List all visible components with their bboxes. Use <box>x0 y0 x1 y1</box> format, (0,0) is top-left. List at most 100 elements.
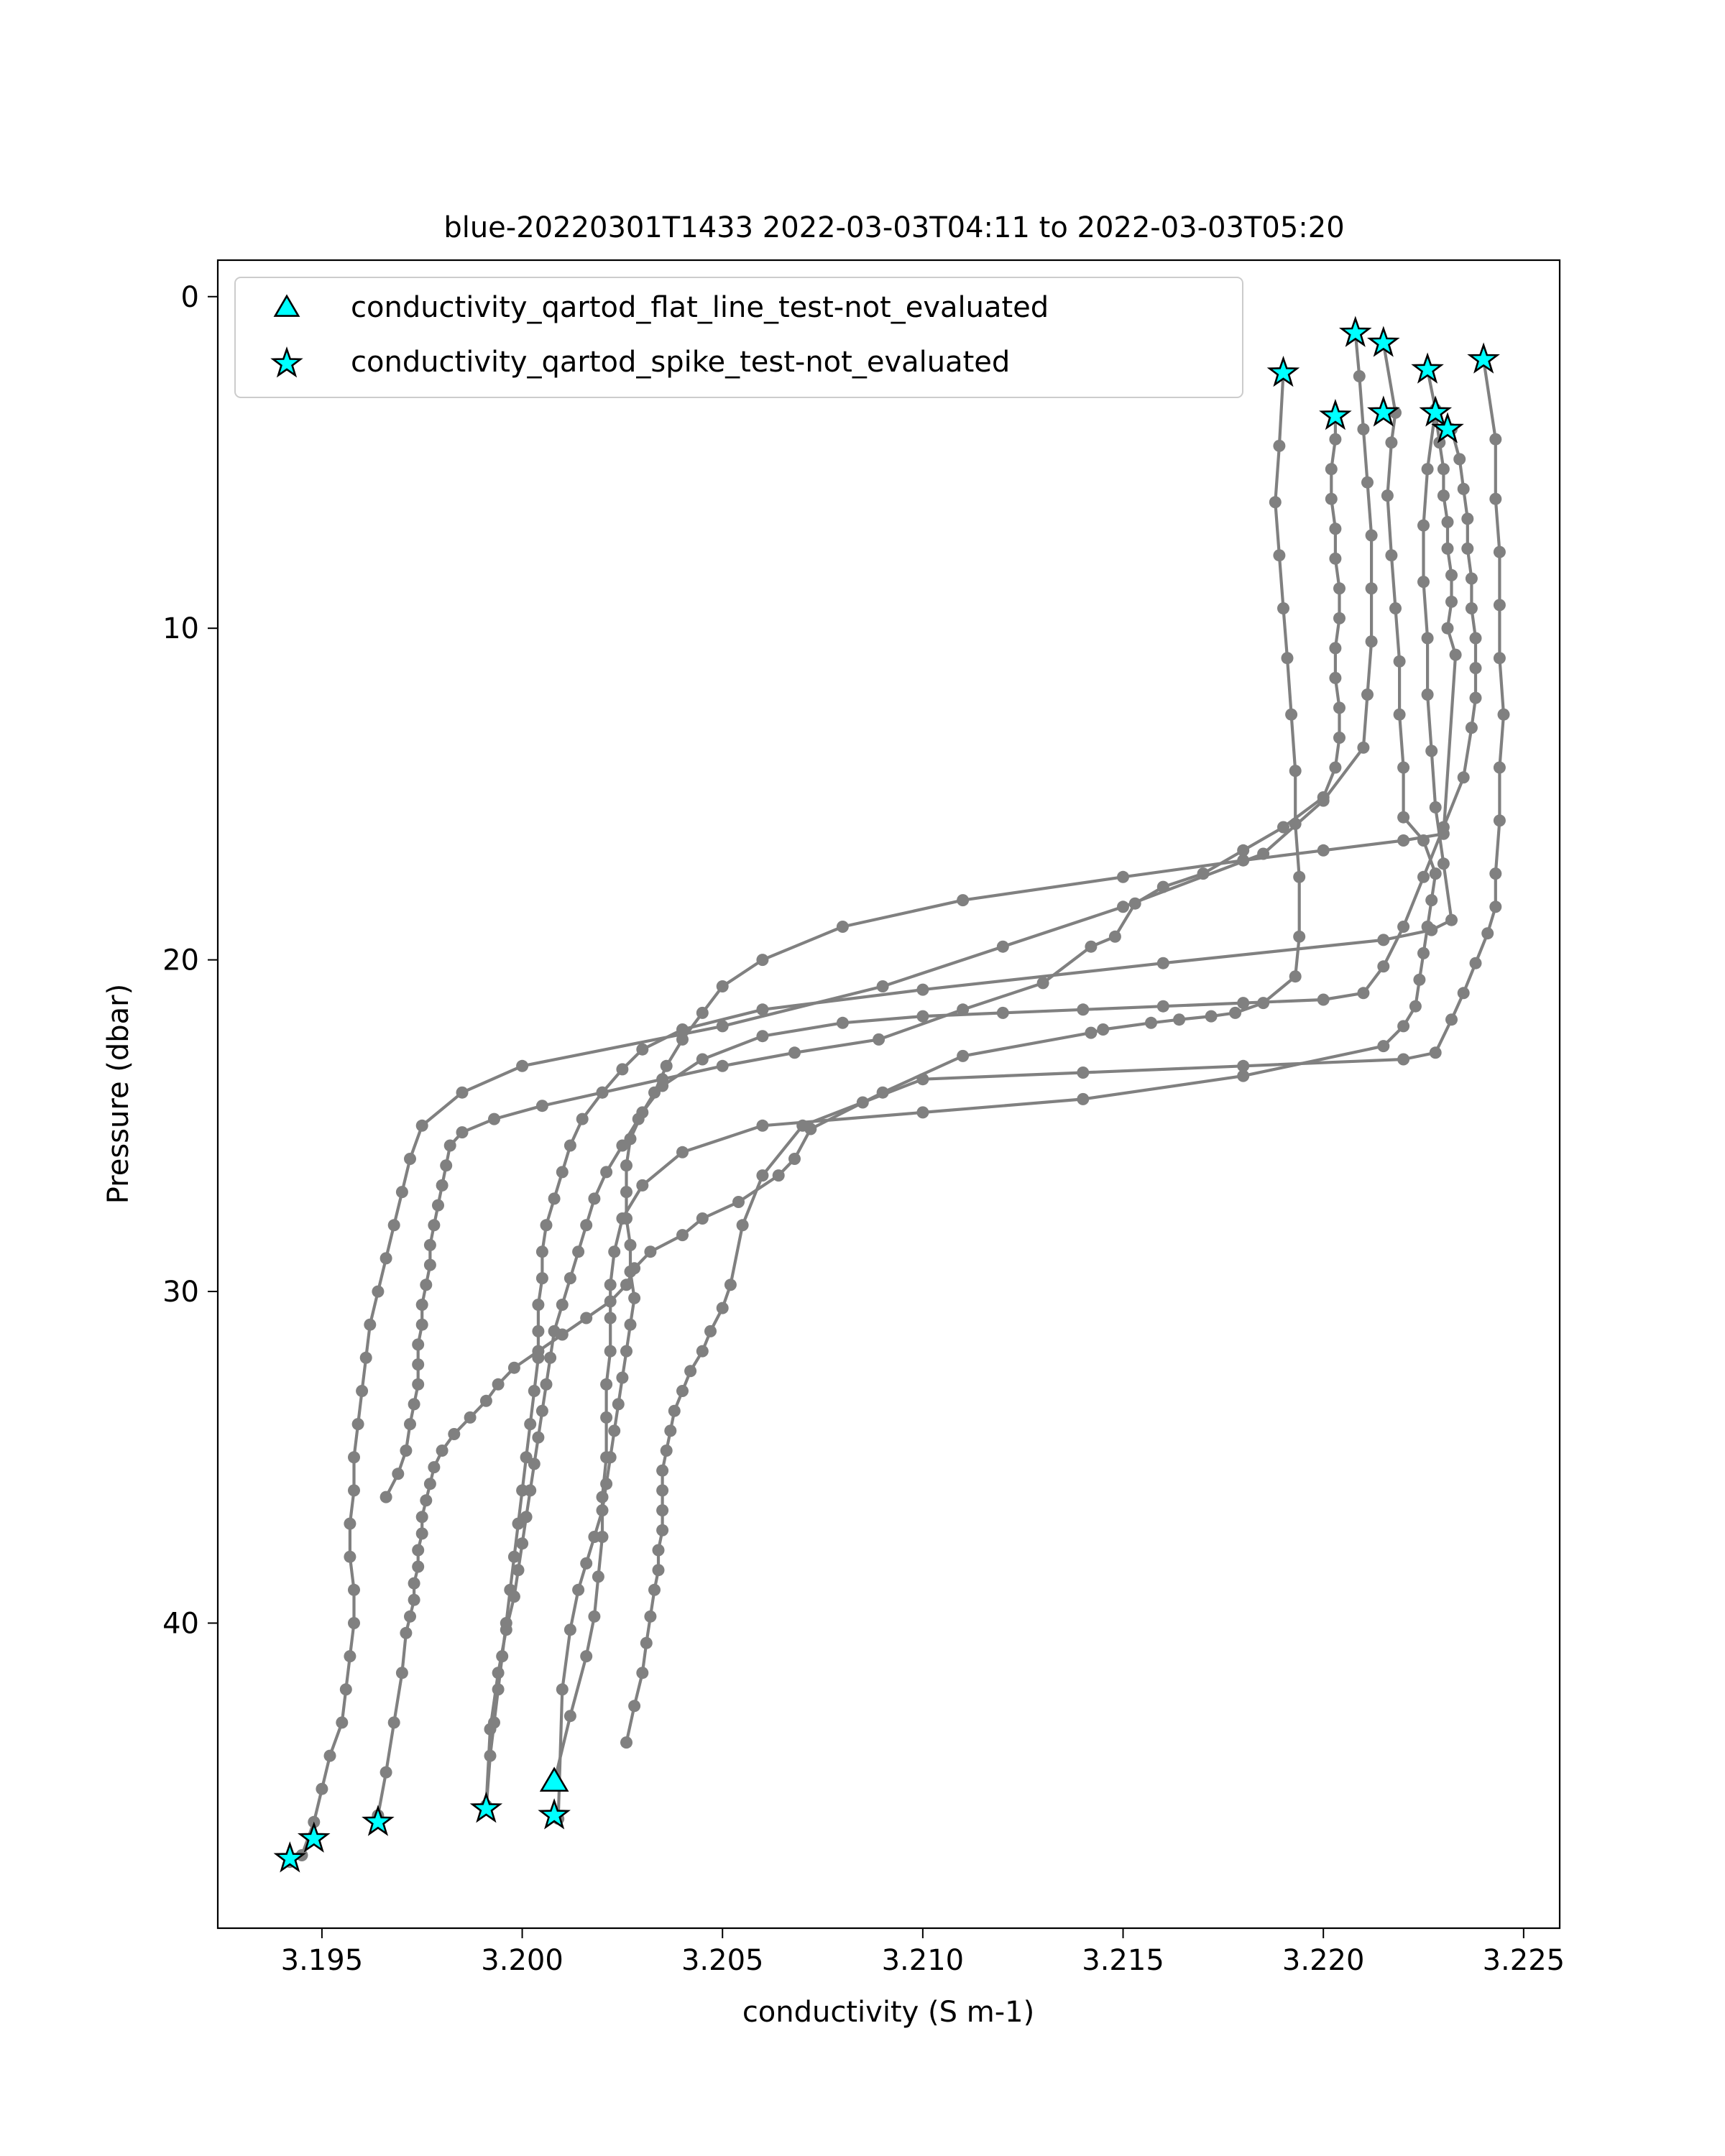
profile-point <box>1461 542 1474 555</box>
profile-point <box>1361 476 1374 489</box>
profile-point <box>535 1100 548 1112</box>
profile-point <box>1397 1053 1410 1066</box>
profile-point <box>400 1445 413 1457</box>
profile-point <box>736 1219 749 1232</box>
profile-point <box>620 1279 632 1291</box>
legend-box <box>234 277 1243 398</box>
x-tick-label: 3.200 <box>481 1944 564 1977</box>
profile-point <box>1108 930 1121 943</box>
profile-point <box>1445 913 1458 926</box>
spike-flag-marker <box>1411 352 1444 384</box>
profile-point <box>656 1524 669 1537</box>
profile-point <box>507 1361 520 1374</box>
profile-point <box>588 1610 601 1623</box>
profile-point <box>323 1749 336 1762</box>
profile-point <box>644 1245 657 1258</box>
profile-point <box>856 1096 869 1109</box>
profile-point <box>1437 489 1450 502</box>
profile-point <box>1293 930 1306 943</box>
spike-flag-marker <box>469 1791 503 1823</box>
profile-point <box>1461 512 1474 525</box>
profile-point <box>656 1484 669 1497</box>
profile-point <box>1429 801 1442 814</box>
profile-point <box>788 1153 801 1165</box>
profile-point <box>696 1345 709 1358</box>
profile-point <box>1489 867 1502 880</box>
profile-point <box>348 1484 360 1497</box>
profile-point <box>1449 648 1462 661</box>
spike-flag-marker <box>1419 395 1453 427</box>
profile-point <box>1077 1067 1090 1079</box>
profile-point <box>507 1550 520 1563</box>
profile-point <box>432 1199 444 1212</box>
spike-flag-marker <box>362 1805 395 1836</box>
profile-point <box>1469 957 1482 969</box>
profile-point <box>344 1650 356 1663</box>
profile-point <box>756 1030 769 1043</box>
profile-point <box>415 1299 428 1311</box>
profile-point <box>592 1570 604 1583</box>
profile-point <box>996 940 1009 953</box>
profile-point <box>1357 987 1370 1000</box>
profile-point <box>704 1325 717 1337</box>
profile-point <box>423 1258 436 1271</box>
profile-point <box>412 1338 425 1351</box>
legend-label-flat-line: conductivity_qartod_flat_line_test-not_e… <box>351 291 1049 324</box>
profile-point <box>636 1043 649 1056</box>
spike-flag-marker <box>1319 398 1352 430</box>
profile-point <box>624 1239 637 1251</box>
profile-point <box>1361 688 1374 701</box>
profile-point <box>408 1398 420 1411</box>
profile-point <box>1429 1046 1442 1059</box>
profile-point <box>544 1351 557 1364</box>
profile-point <box>1409 1000 1422 1013</box>
profile-point <box>656 1464 669 1477</box>
y-tick-label: 30 <box>162 1276 199 1309</box>
profile-point <box>600 1478 613 1491</box>
profile-point <box>664 1424 677 1437</box>
profile-point <box>412 1378 425 1391</box>
profile-point <box>1317 794 1330 807</box>
profile-point <box>660 1445 673 1457</box>
profile-point <box>572 1245 585 1258</box>
profile-point <box>420 1494 433 1507</box>
profile-point <box>1365 635 1378 648</box>
profile-point <box>436 1179 448 1192</box>
profile-point <box>1329 522 1342 535</box>
profile-point <box>1465 572 1478 585</box>
profile-point <box>420 1279 433 1291</box>
profile-point <box>572 1583 585 1596</box>
profile-point <box>580 1312 593 1325</box>
profile-point <box>656 1504 669 1517</box>
profile-point <box>395 1186 408 1199</box>
profile-point <box>596 1086 609 1099</box>
profile-point <box>1205 1010 1218 1023</box>
profile-point <box>408 1593 420 1606</box>
profile-point <box>443 1139 456 1152</box>
profile-point <box>1036 977 1049 990</box>
profile-point <box>636 1106 649 1119</box>
profile-point <box>556 1299 569 1311</box>
y-tick-label: 40 <box>162 1607 199 1640</box>
profile-point <box>1489 492 1502 505</box>
profile-point <box>648 1583 661 1596</box>
profile-point <box>620 1159 632 1172</box>
profile-point <box>1457 771 1470 784</box>
profile-point <box>1497 708 1510 721</box>
profile-point <box>1269 496 1282 509</box>
profile-point <box>512 1564 525 1577</box>
profile-point <box>516 1537 529 1550</box>
profile-point <box>512 1517 525 1530</box>
profile-point <box>1097 1023 1110 1036</box>
spike-flag-marker <box>1431 412 1464 443</box>
profile-point <box>524 1418 537 1431</box>
profile-point <box>588 1192 601 1205</box>
spike-flag-marker <box>538 1798 571 1830</box>
profile-point <box>448 1428 461 1440</box>
profile-point <box>1417 576 1430 589</box>
profile-point <box>1273 549 1286 562</box>
triangle-icon <box>273 294 300 317</box>
profile-point <box>1489 900 1502 913</box>
profile-point <box>532 1351 545 1364</box>
profile-point <box>1285 708 1298 721</box>
